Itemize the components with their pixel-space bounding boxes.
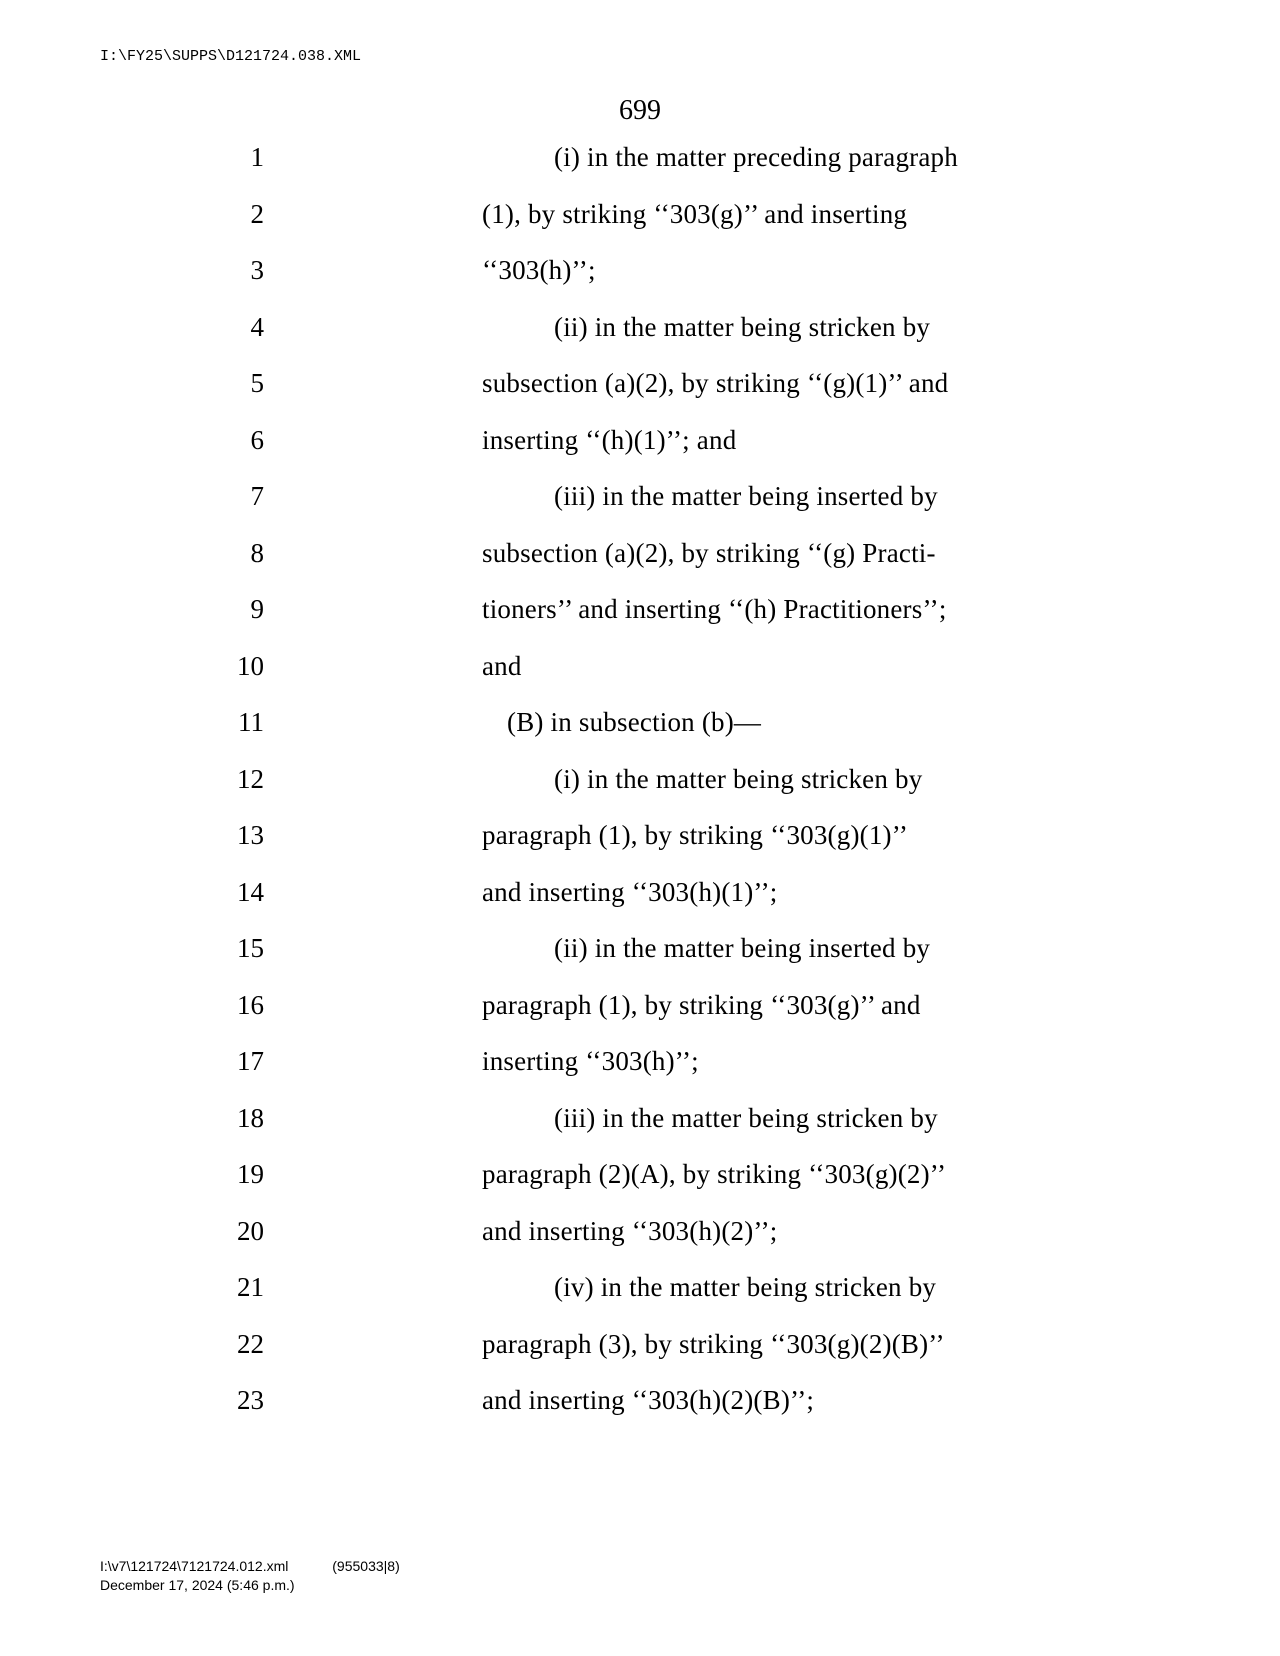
line-text: paragraph (2)(A), by striking ‘‘303(g)(2… [264, 1159, 1110, 1190]
line-text: and inserting ‘‘303(h)(2)’’; [264, 1216, 1110, 1247]
line-text: inserting ‘‘303(h)’’; [264, 1046, 1110, 1077]
line-text: (i) in the matter being stricken by [264, 764, 1110, 795]
bill-line: 12(i) in the matter being stricken by [210, 764, 1110, 821]
line-text: and inserting ‘‘303(h)(2)(B)’’; [264, 1385, 1110, 1416]
line-text: (1), by striking ‘‘303(g)’’ and insertin… [264, 199, 1110, 230]
line-text: subsection (a)(2), by striking ‘‘(g) Pra… [264, 538, 1110, 569]
line-text: (iii) in the matter being stricken by [264, 1103, 1110, 1134]
line-number: 14 [210, 877, 264, 908]
footer-path: I:\v7\121724\7121724.012.xml [100, 1558, 288, 1574]
line-number: 15 [210, 933, 264, 964]
line-text: and [264, 651, 1110, 682]
line-text: (ii) in the matter being inserted by [264, 933, 1110, 964]
line-text: and inserting ‘‘303(h)(1)’’; [264, 877, 1110, 908]
bill-line: 20and inserting ‘‘303(h)(2)’’; [210, 1216, 1110, 1273]
bill-line: 21(iv) in the matter being stricken by [210, 1272, 1110, 1329]
line-text: tioners’’ and inserting ‘‘(h) Practition… [264, 594, 1110, 625]
bill-line: 23and inserting ‘‘303(h)(2)(B)’’; [210, 1385, 1110, 1442]
line-number: 2 [210, 199, 264, 230]
line-text: (i) in the matter preceding paragraph [264, 142, 1110, 173]
bill-line: 2(1), by striking ‘‘303(g)’’ and inserti… [210, 199, 1110, 256]
line-number: 3 [210, 255, 264, 286]
line-number: 7 [210, 481, 264, 512]
line-number: 17 [210, 1046, 264, 1077]
bill-line: 10and [210, 651, 1110, 708]
footer-file-info: I:\v7\121724\7121724.012.xml (955033|8) [100, 1557, 400, 1577]
line-text: inserting ‘‘(h)(1)’’; and [264, 425, 1110, 456]
line-text: (B) in subsection (b)— [264, 707, 1110, 738]
footer-date: December 17, 2024 (5:46 p.m.) [100, 1576, 400, 1596]
line-number: 23 [210, 1385, 264, 1416]
bill-text-content: 1(i) in the matter preceding paragraph2(… [210, 142, 1110, 1442]
line-text: (iii) in the matter being inserted by [264, 481, 1110, 512]
line-number: 9 [210, 594, 264, 625]
line-text: ‘‘303(h)’’; [264, 255, 1110, 286]
line-text: subsection (a)(2), by striking ‘‘(g)(1)’… [264, 368, 1110, 399]
bill-line: 5subsection (a)(2), by striking ‘‘(g)(1)… [210, 368, 1110, 425]
bill-line: 15(ii) in the matter being inserted by [210, 933, 1110, 990]
bill-line: 11(B) in subsection (b)— [210, 707, 1110, 764]
line-number: 19 [210, 1159, 264, 1190]
footer-reference: (955033|8) [332, 1558, 399, 1574]
bill-line: 1(i) in the matter preceding paragraph [210, 142, 1110, 199]
line-number: 12 [210, 764, 264, 795]
bill-line: 13paragraph (1), by striking ‘‘303(g)(1)… [210, 820, 1110, 877]
line-number: 16 [210, 990, 264, 1021]
document-path-header: I:\FY25\SUPPS\D121724.038.XML [100, 48, 361, 65]
page-number: 699 [0, 95, 1280, 127]
bill-line: 4(ii) in the matter being stricken by [210, 312, 1110, 369]
line-number: 13 [210, 820, 264, 851]
line-text: paragraph (1), by striking ‘‘303(g)’’ an… [264, 990, 1110, 1021]
bill-line: 6inserting ‘‘(h)(1)’’; and [210, 425, 1110, 482]
line-text: (ii) in the matter being stricken by [264, 312, 1110, 343]
line-number: 8 [210, 538, 264, 569]
bill-line: 3‘‘303(h)’’; [210, 255, 1110, 312]
line-number: 5 [210, 368, 264, 399]
line-text: paragraph (1), by striking ‘‘303(g)(1)’’ [264, 820, 1110, 851]
bill-line: 18(iii) in the matter being stricken by [210, 1103, 1110, 1160]
line-number: 11 [210, 707, 264, 738]
bill-line: 19paragraph (2)(A), by striking ‘‘303(g)… [210, 1159, 1110, 1216]
line-number: 1 [210, 142, 264, 173]
bill-line: 8subsection (a)(2), by striking ‘‘(g) Pr… [210, 538, 1110, 595]
bill-line: 9tioners’’ and inserting ‘‘(h) Practitio… [210, 594, 1110, 651]
bill-line: 14and inserting ‘‘303(h)(1)’’; [210, 877, 1110, 934]
line-text: (iv) in the matter being stricken by [264, 1272, 1110, 1303]
line-number: 18 [210, 1103, 264, 1134]
bill-line: 7(iii) in the matter being inserted by [210, 481, 1110, 538]
line-number: 20 [210, 1216, 264, 1247]
line-number: 6 [210, 425, 264, 456]
line-number: 21 [210, 1272, 264, 1303]
line-number: 22 [210, 1329, 264, 1360]
line-number: 10 [210, 651, 264, 682]
line-text: paragraph (3), by striking ‘‘303(g)(2)(B… [264, 1329, 1110, 1360]
bill-line: 22paragraph (3), by striking ‘‘303(g)(2)… [210, 1329, 1110, 1386]
line-number: 4 [210, 312, 264, 343]
document-footer: I:\v7\121724\7121724.012.xml (955033|8) … [100, 1557, 400, 1596]
bill-line: 16paragraph (1), by striking ‘‘303(g)’’ … [210, 990, 1110, 1047]
bill-line: 17inserting ‘‘303(h)’’; [210, 1046, 1110, 1103]
